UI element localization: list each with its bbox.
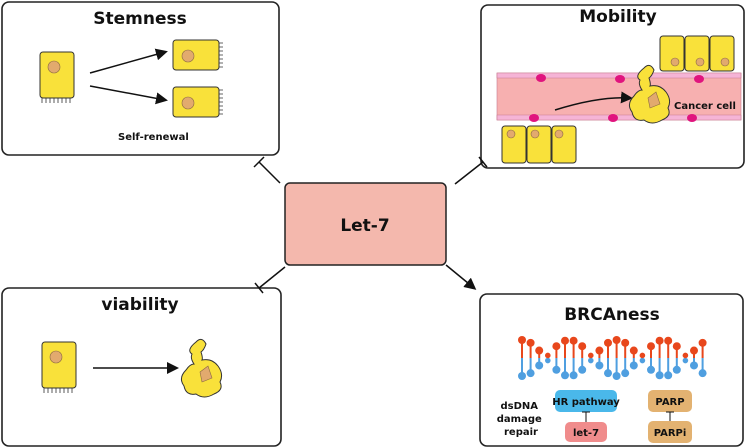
dna-base-pair [604, 338, 612, 347]
dna-base-pair [518, 336, 526, 344]
dna-base-pair [621, 369, 630, 378]
dna-base-pair [545, 352, 551, 359]
inhibit-viability [258, 266, 286, 289]
dna-base-pair [621, 338, 630, 347]
dna-base-pair [639, 352, 646, 359]
let7-small-label: let-7 [573, 428, 599, 439]
dna-base-pair [545, 357, 551, 364]
dna-base-pair [612, 336, 621, 344]
dna-base-pair [561, 336, 569, 345]
let7-node: Let-7 [284, 182, 447, 266]
dna-base-pair [664, 371, 673, 380]
dna-base-pair [535, 346, 544, 355]
dna-base-pair [578, 365, 587, 374]
stemness-title: Stemness [93, 9, 186, 29]
viability-title: viability [101, 295, 178, 315]
hr-pathway-label: HR pathway [552, 397, 620, 408]
dna-base-pair [604, 369, 612, 378]
dna-base-pair [569, 371, 578, 380]
dna-base-pair [535, 361, 544, 370]
hr-pathway-box [555, 390, 617, 412]
dna-base-pair [629, 346, 638, 355]
cancer-cell-label: Cancer cell [674, 101, 736, 112]
stem-cell-icon [39, 51, 75, 104]
panel-stemness: Stemness Self-renewal [1, 1, 280, 156]
dna-helix-icon [518, 336, 707, 380]
dna-base-pair [578, 342, 587, 351]
parpi-label: PARPi [654, 428, 687, 439]
stemness-caption: Self-renewal [118, 132, 189, 143]
daughter-cell-icon [172, 86, 224, 118]
epithelium-bottom [501, 125, 577, 164]
panel-brcaness: BRCAness dsDNA damage repair HR pathway … [479, 293, 744, 447]
parp-label: PARP [655, 397, 684, 408]
dna-base-pair [690, 361, 698, 370]
dna-base-pair [664, 336, 673, 345]
dna-base-pair [647, 365, 655, 374]
dna-base-pair [682, 352, 689, 359]
dna-base-pair [639, 357, 646, 364]
dna-base-pair [595, 346, 604, 355]
cell-icon [41, 341, 77, 394]
dna-base-pair [698, 369, 707, 378]
dna-base-pair [552, 342, 561, 351]
connectors [253, 156, 488, 294]
dna-base-pair [588, 357, 594, 364]
repair-label: dsDNA damage repair [497, 401, 546, 438]
dna-base-pair [690, 346, 698, 355]
dna-base-pair [655, 336, 664, 345]
inhibit-mobility [454, 161, 484, 185]
dna-base-pair [588, 352, 594, 359]
dna-base-pair [569, 336, 578, 345]
mobility-title: Mobility [579, 7, 656, 27]
inhibit-stemness [258, 161, 281, 184]
parp-box [648, 390, 692, 412]
dna-base-pair [526, 369, 535, 378]
dna-base-pair [629, 361, 638, 370]
dna-base-pair [552, 365, 561, 374]
dna-base-pair [672, 365, 681, 374]
let7-box [565, 422, 607, 442]
dna-base-pair [682, 357, 689, 364]
parpi-box [648, 421, 692, 443]
dna-base-pair [655, 371, 664, 380]
dna-base-pair [647, 342, 655, 351]
panel-viability: viability [1, 287, 282, 447]
let7-label: Let-7 [340, 216, 389, 236]
arrow [89, 48, 168, 74]
brcaness-title: BRCAness [564, 305, 660, 325]
panel-mobility: Mobility Cancer cell [480, 4, 745, 169]
dna-base-pair [518, 372, 526, 380]
dna-base-pair [595, 361, 604, 370]
arrow [89, 85, 168, 105]
promote-brcaness [445, 264, 477, 290]
epithelium-top [659, 35, 735, 72]
dna-base-pair [672, 342, 681, 351]
dna-base-pair [526, 338, 535, 347]
daughter-cell-icon [172, 39, 224, 71]
dna-base-pair [698, 338, 707, 347]
dna-base-pair [561, 371, 569, 380]
dna-base-pair [612, 372, 621, 380]
